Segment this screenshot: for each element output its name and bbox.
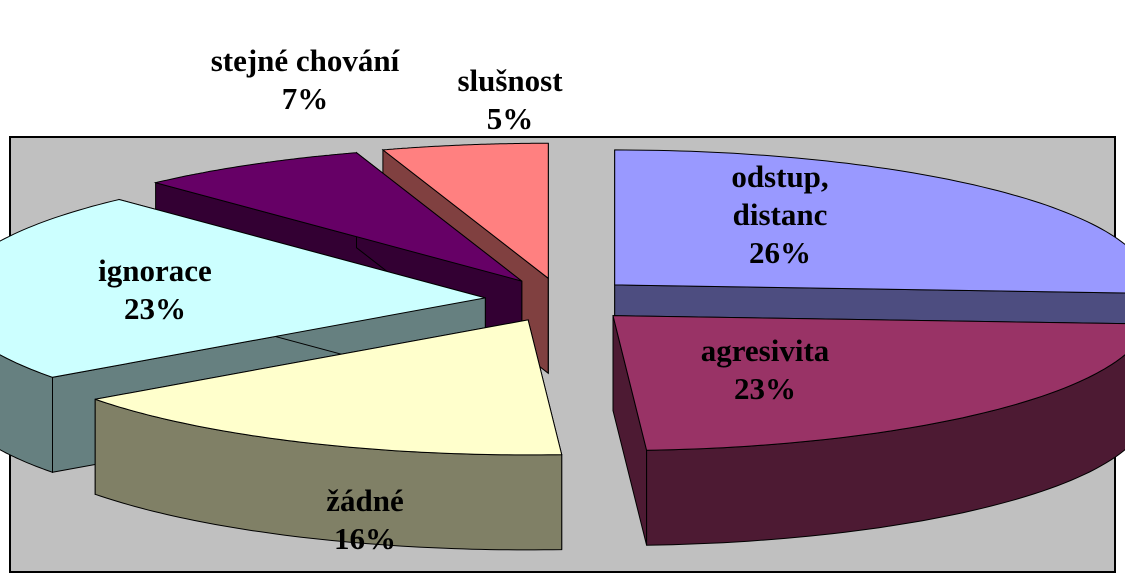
data-label: odstup, distanc 26% (685, 158, 875, 272)
data-label: stejné chování 7% (210, 42, 400, 118)
slice (614, 149, 1125, 294)
value-label: 5% (486, 101, 534, 136)
category-label: ignorace (98, 253, 212, 288)
slice (95, 319, 563, 456)
slice-side (0, 354, 53, 474)
category-label: žádné (326, 483, 404, 518)
value-label: 7% (281, 81, 329, 116)
category-label: odstup, distanc (731, 159, 829, 232)
slice (381, 142, 549, 280)
category-label: agresivita (700, 333, 830, 368)
value-label: 26% (749, 235, 811, 270)
pie-tops (0, 142, 1125, 456)
value-label: 16% (334, 521, 396, 556)
data-label: žádné 16% (270, 482, 460, 558)
category-label: slušnost (457, 63, 563, 98)
category-label: stejné chování (210, 43, 400, 78)
slice (0, 198, 486, 378)
value-label: 23% (734, 371, 796, 406)
slice (153, 152, 523, 282)
value-label: 23% (124, 291, 186, 326)
data-label: ignorace 23% (60, 252, 250, 328)
data-label: agresivita 23% (670, 332, 860, 408)
slice (612, 315, 1125, 451)
data-label: slušnost 5% (415, 62, 605, 138)
